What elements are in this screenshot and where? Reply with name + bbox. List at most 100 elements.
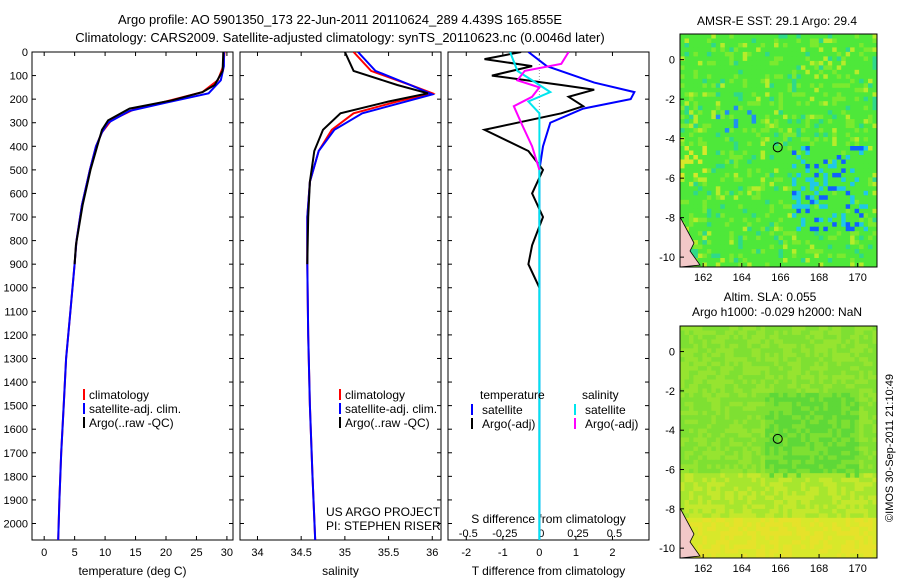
heatmap-cell <box>868 83 873 89</box>
heatmap-cell <box>859 146 864 151</box>
heatmap-cell <box>872 119 878 124</box>
heatmap-cell <box>689 186 694 192</box>
heatmap-cell <box>800 450 806 456</box>
heatmap-cell <box>841 146 847 151</box>
heatmap-cell <box>720 141 726 147</box>
heatmap-cell <box>765 553 770 559</box>
heatmap-cell <box>702 258 708 263</box>
heatmap-cell <box>832 504 838 510</box>
heatmap-cell <box>724 535 730 541</box>
heatmap-cell <box>747 51 753 57</box>
heatmap-cell <box>791 459 797 465</box>
heatmap-cell <box>765 442 770 447</box>
heatmap-cell <box>689 508 694 514</box>
heatmap-cell <box>747 240 753 245</box>
heatmap-cell <box>868 486 873 492</box>
heatmap-cell <box>778 334 784 340</box>
heatmap-cell <box>791 477 797 483</box>
heatmap-cell <box>845 119 851 124</box>
heatmap-cell <box>791 253 797 259</box>
heatmap-cell <box>845 141 851 147</box>
heatmap-cell <box>738 486 744 492</box>
heatmap-cell <box>733 424 739 430</box>
heatmap-cell <box>765 69 770 75</box>
heatmap-cell <box>836 240 842 245</box>
heatmap-cell <box>872 428 878 434</box>
heatmap-cell <box>854 375 860 380</box>
heatmap-cell <box>850 334 855 340</box>
heatmap-cell <box>809 114 815 120</box>
heatmap-cell <box>738 397 744 403</box>
heatmap-cell <box>747 500 753 505</box>
heatmap-cell <box>760 110 766 116</box>
heatmap-cell <box>724 513 730 519</box>
heatmap-cell <box>787 204 793 210</box>
heatmap-cell <box>868 110 873 116</box>
heatmap-cell <box>836 181 842 187</box>
heatmap-cell <box>787 442 793 447</box>
heatmap-cell <box>751 38 757 44</box>
heatmap-cell <box>724 155 730 160</box>
heatmap-cell <box>751 92 757 98</box>
heatmap-cell <box>765 47 770 53</box>
heatmap-cell <box>872 361 878 367</box>
heatmap-cell <box>693 326 699 331</box>
heatmap-cell <box>809 486 815 492</box>
heatmap-cell <box>680 326 685 331</box>
heatmap-cell <box>827 56 833 62</box>
heatmap-cell <box>818 455 824 461</box>
heatmap-cell <box>765 186 770 192</box>
heatmap-cell <box>859 51 864 57</box>
heatmap-cell <box>823 78 829 84</box>
heatmap-cell <box>868 155 873 160</box>
heatmap-cell <box>845 459 851 465</box>
heatmap-cell <box>680 459 685 465</box>
heatmap-cell <box>814 370 820 376</box>
heatmap-cell <box>711 217 717 223</box>
heatmap-cell <box>841 262 847 268</box>
heatmap-cell <box>715 486 721 492</box>
heatmap-cell <box>791 535 797 541</box>
heatmap-cell <box>689 334 694 340</box>
heatmap-cell <box>724 262 730 268</box>
heatmap-cell <box>832 222 838 228</box>
heatmap-cell <box>859 231 864 237</box>
heatmap-cell <box>778 163 784 169</box>
heatmap-cell <box>751 348 757 354</box>
heatmap-cell <box>805 549 811 554</box>
heatmap-cell <box>706 226 712 232</box>
heatmap-cell <box>747 343 753 349</box>
heatmap-cell <box>836 141 842 147</box>
heatmap-cell <box>868 361 873 367</box>
heatmap-cell <box>791 326 797 331</box>
heatmap-cell <box>769 334 775 340</box>
heatmap-cell <box>814 352 820 358</box>
heatmap-cell <box>854 87 860 93</box>
heatmap-cell <box>800 92 806 98</box>
heatmap-cell <box>805 415 811 421</box>
heatmap-cell <box>863 222 869 228</box>
heatmap-cell <box>818 92 824 98</box>
heatmap-cell <box>818 78 824 84</box>
heatmap-cell <box>783 96 788 102</box>
heatmap-cell <box>836 392 842 398</box>
heatmap-cell <box>850 339 855 345</box>
heatmap-cell <box>760 406 766 412</box>
heatmap-cell <box>836 56 842 62</box>
heatmap-cell <box>791 549 797 554</box>
heatmap-cell <box>841 249 847 254</box>
heatmap-cell <box>738 253 744 259</box>
heatmap-cell <box>684 348 690 354</box>
heatmap-cell <box>711 244 717 250</box>
heatmap-cell <box>697 517 703 523</box>
heatmap-cell <box>783 486 788 492</box>
heatmap-cell <box>872 326 878 331</box>
heatmap-cell <box>765 491 770 496</box>
heatmap-cell <box>751 401 757 407</box>
y-tick-label: 2000 <box>4 518 28 530</box>
heatmap-cell <box>827 540 833 546</box>
heatmap-cell <box>850 231 855 237</box>
heatmap-cell <box>724 146 730 151</box>
y-tick-label: -8 <box>665 504 675 516</box>
heatmap-cell <box>859 433 864 438</box>
